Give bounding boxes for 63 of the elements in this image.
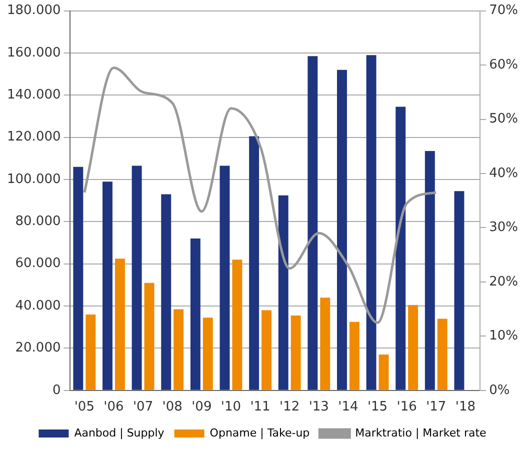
x-tick-label: '17 — [426, 400, 446, 415]
x-tick-label: '11 — [250, 400, 270, 415]
y2-tick-label: 30% — [489, 220, 518, 236]
bar — [132, 166, 142, 390]
bar — [161, 194, 172, 390]
y-tick-label: 20.000 — [15, 340, 61, 356]
bar — [278, 195, 288, 390]
y2-tick-label: 0% — [489, 382, 510, 398]
bar — [396, 106, 406, 390]
y-tick-label: 40.000 — [15, 298, 61, 314]
bar — [249, 136, 260, 390]
bar — [144, 282, 154, 390]
legend-label: Aanbod | Supply — [74, 426, 165, 440]
y2-tick-label: 10% — [489, 328, 518, 344]
y2-tick-label: 40% — [489, 166, 518, 181]
bar — [114, 258, 125, 390]
bar — [408, 304, 418, 390]
bar — [73, 166, 84, 390]
bar — [86, 314, 96, 390]
bar — [174, 309, 184, 390]
bar — [320, 298, 330, 390]
x-tick-label: '14 — [338, 400, 358, 415]
bar — [102, 182, 112, 390]
bar — [454, 191, 464, 390]
bar — [308, 56, 318, 390]
x-tick-label: '12 — [280, 400, 300, 415]
bar — [349, 322, 360, 390]
y2-tick-label: 70% — [489, 3, 518, 18]
bar — [290, 316, 301, 390]
x-tick-label: '13 — [308, 400, 329, 415]
y-tick-label: 60.000 — [15, 256, 61, 272]
bar — [262, 310, 272, 390]
bar — [437, 318, 448, 390]
x-tick-label: '07 — [132, 400, 154, 415]
y-tick-label: 0 — [52, 382, 61, 398]
x-tick-label: '05 — [74, 400, 94, 415]
y-tick-label: 180.000 — [6, 3, 61, 18]
y-tick-label: 120.000 — [6, 130, 61, 145]
line-series — [83, 66, 438, 324]
x-tick-label: '18 — [455, 400, 476, 415]
bar — [202, 318, 213, 390]
y-tick-label: 100.000 — [6, 172, 61, 187]
bar — [366, 55, 376, 390]
y2-tick-label: 20% — [489, 274, 518, 290]
y-tick-label: 160.000 — [6, 45, 61, 60]
bar — [378, 354, 389, 390]
legend-label: Opname | Take-up — [210, 426, 310, 440]
bar — [336, 70, 347, 390]
legend-label: Marktratio | Market rate — [355, 426, 487, 440]
y-tick-label: 80.000 — [15, 214, 61, 230]
x-tick-label: '16 — [396, 400, 417, 415]
y2-tick-label: 60% — [489, 57, 518, 72]
bar — [424, 151, 435, 390]
x-tick-label: '09 — [192, 400, 212, 415]
bar — [190, 238, 200, 390]
x-tick-label: '08 — [162, 400, 182, 415]
y2-tick-label: 50% — [489, 112, 518, 127]
y-tick-label: 140.000 — [6, 88, 61, 103]
x-tick-label: '06 — [104, 400, 124, 415]
x-tick-label: '15 — [367, 400, 388, 415]
bar — [220, 166, 230, 390]
bar — [232, 260, 242, 390]
x-tick-label: '10 — [220, 400, 242, 415]
